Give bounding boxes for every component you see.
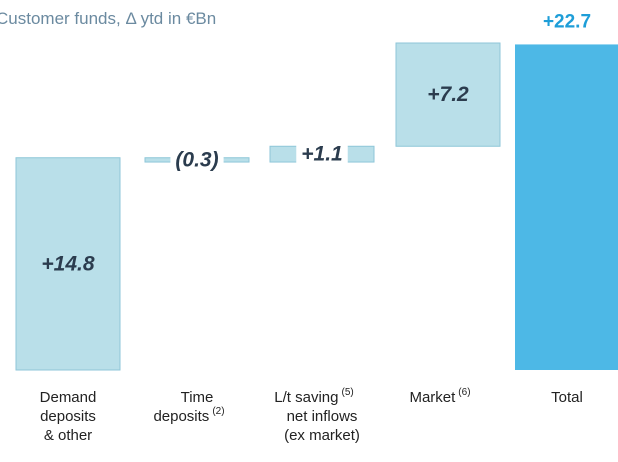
category-line: & other [44, 427, 92, 444]
category-line: Total [551, 389, 583, 406]
value-label: (0.3) [175, 148, 218, 171]
bar [15, 157, 121, 371]
category-line: Time [181, 389, 214, 406]
category-line: deposits [40, 408, 96, 425]
category-line: deposits [153, 408, 209, 425]
label-background [170, 155, 224, 165]
value-label: +1.1 [301, 143, 342, 166]
chart-title: Customer funds, Δ ytd in €Bn [0, 9, 216, 28]
x-tick-label: L/t saving(5)​net inflows(ex market) [274, 387, 360, 444]
value-label: +14.8 [41, 252, 94, 275]
x-tick-label: Total [551, 389, 583, 406]
value-label-group: (0.3) [170, 148, 224, 171]
bar [395, 42, 501, 147]
value-label-group: +14.8 [41, 252, 94, 275]
category-line: L/t saving [274, 389, 338, 406]
x-tick-label: Demand deposits & other [40, 389, 97, 444]
footnote-marker: (6) [458, 387, 470, 398]
category-line: net inflows [287, 408, 358, 425]
category-line: Demand [40, 389, 97, 406]
category-line: (ex market) [284, 427, 360, 444]
x-tick-label: Market(6)​ [409, 387, 470, 406]
label-background [296, 144, 348, 165]
total-bar [515, 44, 618, 371]
value-label-group: +1.1 [296, 143, 348, 166]
footnote-marker: (5) [341, 387, 353, 398]
category-line: Market [409, 389, 456, 406]
value-label: +7.2 [427, 83, 469, 106]
value-label-group: +7.2 [427, 83, 469, 106]
footnote-marker: (2) [212, 406, 224, 417]
total-label: +22.7 [543, 11, 591, 32]
